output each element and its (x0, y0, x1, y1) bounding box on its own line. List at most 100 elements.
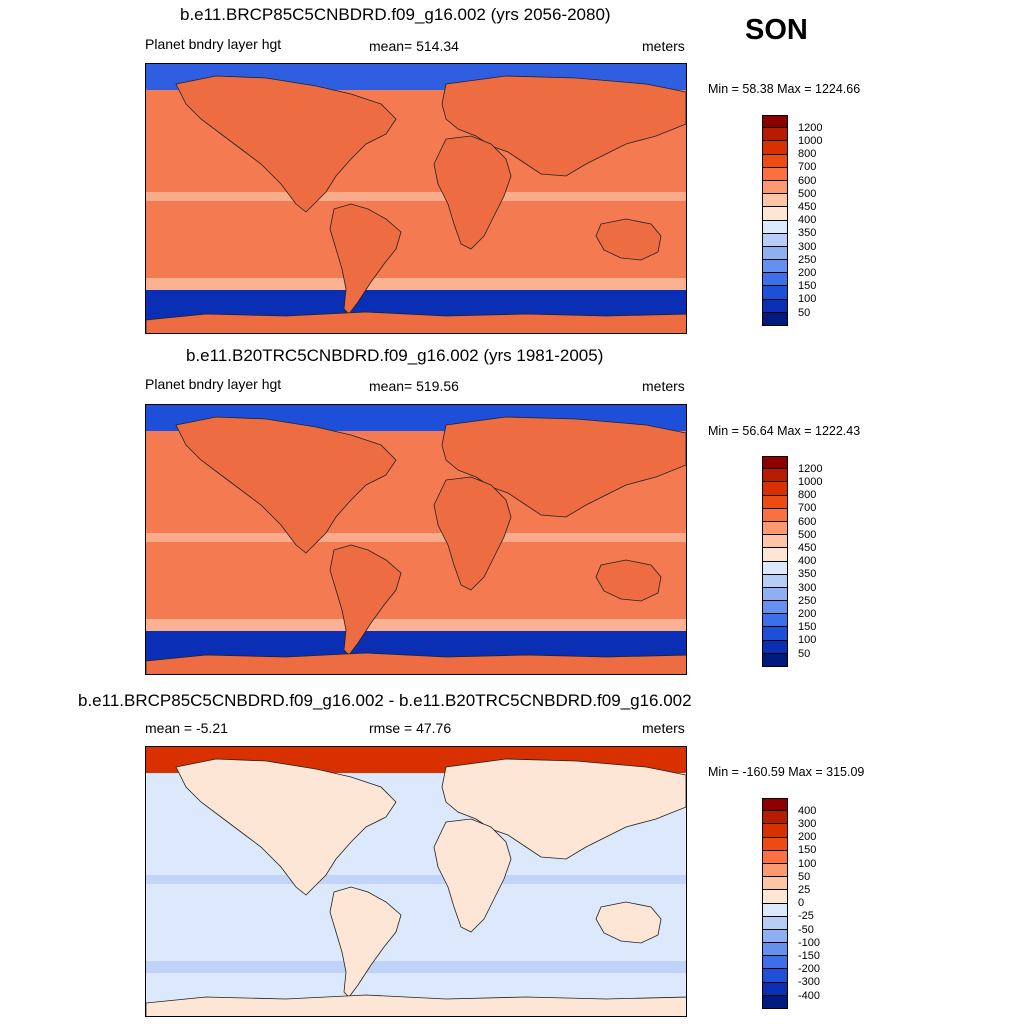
colorbar-tick-label: 350 (798, 227, 817, 240)
colorbar-box (762, 956, 788, 970)
colorbar-tick-label: 400 (798, 804, 817, 817)
colorbar-tick-label: 50 (798, 306, 811, 319)
subpolar-stripe (146, 619, 686, 631)
panel-1-field-label: Planet bndry layer hgt (145, 36, 282, 52)
colorbar-tick-label: 600 (798, 515, 817, 528)
panel-3-rmse: rmse = 47.76 (369, 720, 452, 736)
panel-3-map (145, 746, 687, 1017)
panel-2-map (145, 404, 687, 675)
colorbar-box (762, 233, 788, 247)
colorbar-tick-label: 100 (798, 634, 817, 647)
colorbar-tick-label: 800 (798, 489, 817, 502)
colorbar-box (762, 260, 788, 274)
colorbar-tick-label: 500 (798, 528, 817, 541)
colorbar-box (762, 482, 788, 496)
colorbar-tick-label: 700 (798, 502, 817, 515)
colorbar-box (762, 929, 788, 944)
colorbar-box (762, 299, 788, 313)
panel-3-minmax: Min = -160.59 Max = 315.09 (708, 765, 865, 779)
colorbar-box (762, 141, 788, 155)
panel-3-mean: mean = -5.21 (145, 720, 228, 736)
colorbar-box (762, 916, 788, 930)
colorbar-tick-label: 100 (798, 293, 817, 306)
europe-asia-coastline (441, 416, 686, 518)
colorbar-box (762, 508, 788, 522)
colorbar-box (762, 312, 788, 326)
panel-2-minmax: Min = 56.64 Max = 1222.43 (708, 424, 861, 438)
colorbar-box (762, 995, 788, 1009)
panel-3-title: b.e11.BRCP85C5CNBDRD.f09_g16.002 - b.e11… (78, 691, 692, 710)
colorbar-box (762, 207, 788, 221)
south-america-coastline (329, 886, 402, 998)
colorbar-box (762, 273, 788, 287)
colorbar-box (762, 495, 788, 509)
colorbar-box (762, 811, 788, 825)
panel-2-units: meters (642, 378, 685, 394)
africa-coastline (433, 476, 512, 591)
colorbar-box (762, 194, 788, 208)
panel-2-field-label: Planet bndry layer hgt (145, 376, 282, 392)
panel-1-title: b.e11.BRCP85C5CNBDRD.f09_g16.002 (yrs 20… (180, 5, 611, 24)
colorbar-tick-label: 800 (798, 148, 817, 161)
africa-coastline (433, 818, 512, 933)
colorbar-tick-label: -50 (798, 923, 814, 936)
colorbar-tick-label: 250 (798, 253, 817, 266)
subpolar-stripe (146, 278, 686, 290)
panel-3-colorbar (762, 798, 788, 1009)
colorbar-box (762, 128, 788, 142)
colorbar-tick-label: -200 (798, 963, 821, 976)
colorbar-box (762, 561, 788, 575)
panel-1-map (145, 63, 687, 334)
colorbar-box (762, 837, 788, 851)
north-america-coastline (175, 416, 397, 554)
colorbar-box (762, 614, 788, 628)
north-america-coastline (175, 758, 397, 896)
colorbar-tick-label: 0 (798, 897, 805, 910)
colorbar-tick-label: -300 (798, 976, 821, 989)
colorbar-box (762, 180, 788, 195)
colorbar-tick-label: 50 (798, 647, 811, 660)
colorbar-tick-label: 100 (798, 857, 817, 870)
colorbar-box (762, 167, 788, 181)
colorbar-tick-label: 400 (798, 555, 817, 568)
colorbar-box (762, 521, 788, 536)
equatorial-stripe (146, 192, 686, 201)
season-label: SON (745, 14, 808, 46)
equatorial-stripe (146, 533, 686, 542)
colorbar-box (762, 154, 788, 168)
colorbar-tick-label: 450 (798, 200, 817, 213)
colorbar-box (762, 640, 788, 654)
colorbar-box (762, 903, 788, 917)
colorbar-box (762, 115, 788, 129)
panel-2-colorbar (762, 456, 788, 667)
colorbar-tick-label: 50 (798, 870, 811, 883)
panel-2-mean: mean= 519.56 (369, 378, 459, 394)
colorbar-tick-label: 1200 (798, 462, 823, 475)
colorbar-tick-label: 1000 (798, 475, 823, 488)
colorbar-tick-label: 600 (798, 174, 817, 187)
colorbar-box (762, 535, 788, 549)
subpolar-stripe (146, 961, 686, 973)
colorbar-tick-label: 25 (798, 883, 811, 896)
colorbar-tick-label: 200 (798, 607, 817, 620)
antarctica-coastline (146, 652, 686, 674)
europe-asia-coastline (441, 758, 686, 860)
colorbar-box (762, 587, 788, 602)
colorbar-tick-label: 300 (798, 240, 817, 253)
europe-asia-coastline (441, 75, 686, 177)
colorbar-box (762, 469, 788, 483)
colorbar-tick-label: 400 (798, 214, 817, 227)
colorbar-tick-label: 150 (798, 621, 817, 634)
colorbar-box (762, 982, 788, 996)
colorbar-box (762, 943, 788, 957)
colorbar-tick-label: 300 (798, 581, 817, 594)
colorbar-box (762, 286, 788, 300)
antarctica-coastline (146, 994, 686, 1016)
panel-2-title: b.e11.B20TRC5CNBDRD.f09_g16.002 (yrs 198… (186, 346, 604, 365)
colorbar-tick-label: 700 (798, 161, 817, 174)
colorbar-tick-label: 300 (798, 817, 817, 830)
colorbar-tick-label: 450 (798, 541, 817, 554)
panel-1-colorbar (762, 115, 788, 326)
colorbar-tick-label: -400 (798, 989, 821, 1002)
colorbar-tick-label: 200 (798, 266, 817, 279)
